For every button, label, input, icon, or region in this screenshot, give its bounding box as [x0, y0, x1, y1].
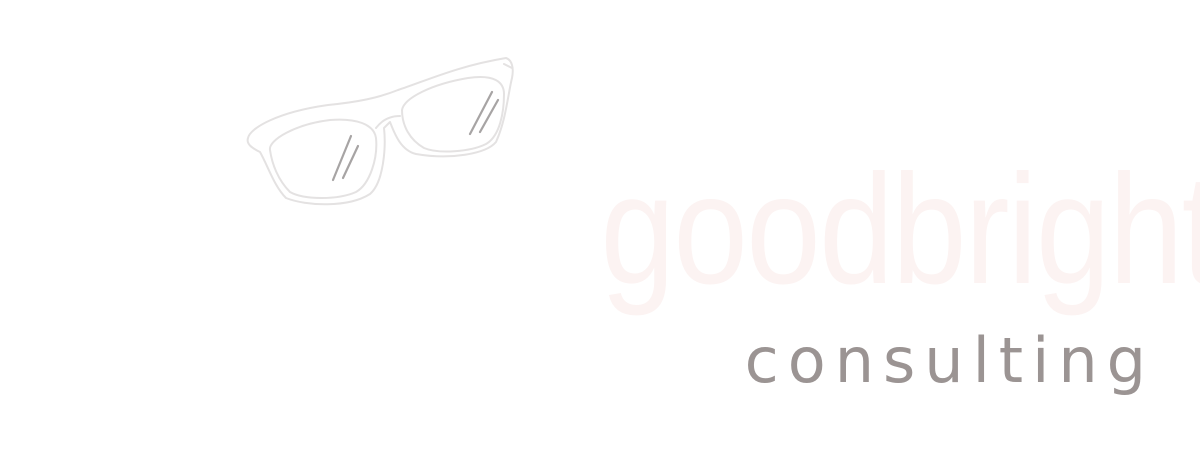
brand-tagline: consulting: [744, 324, 1155, 397]
brand-name: goodbright: [600, 143, 1200, 317]
glasses-icon: [246, 57, 514, 206]
